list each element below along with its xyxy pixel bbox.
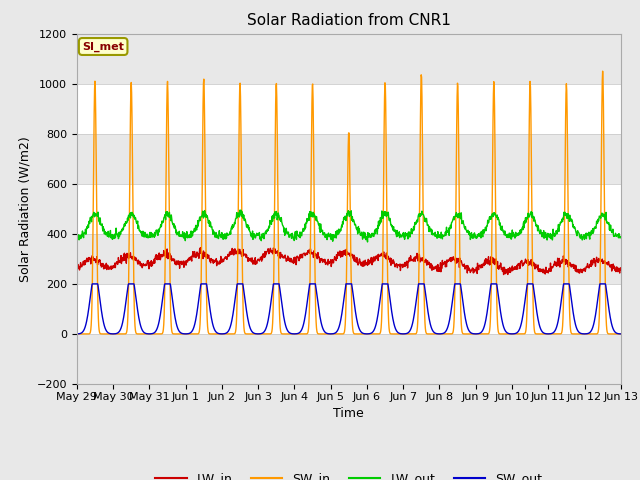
Bar [77,234,621,284]
LW_out [364,239,371,245]
Y-axis label: Solar Radiation (W/m2): Solar Radiation (W/m2) [18,136,31,282]
SW_in [433,331,441,337]
LW_out [180,230,188,236]
Line: SW_in: SW_in [77,71,621,334]
SW_out [255,331,263,337]
Line: LW_in: LW_in [77,248,621,275]
LW_out [73,234,81,240]
SW_in [599,68,607,74]
SW_out [88,281,96,287]
Bar [77,334,621,384]
SW_out [617,331,625,337]
LW_in [617,265,625,271]
SW_out [195,301,202,307]
LW_out [505,233,513,239]
LW_out [434,229,442,235]
LW_in [434,268,442,274]
LW_out [617,234,625,240]
LW_in [505,266,513,272]
Bar [77,84,621,134]
Line: LW_out: LW_out [77,210,621,242]
LW_out [194,218,202,224]
SW_in [73,331,81,337]
SW_in [180,331,188,337]
SW_in [255,331,262,337]
SW_in [194,331,202,337]
LW_out [255,230,263,236]
LW_in [196,245,204,251]
SW_out [505,331,513,336]
Bar [77,184,621,234]
LW_in [500,272,508,277]
Bar [77,284,621,334]
SW_out [73,331,81,337]
LW_out [237,207,244,213]
X-axis label: Time: Time [333,407,364,420]
Line: SW_out: SW_out [77,284,621,334]
Legend: LW_in, SW_in, LW_out, SW_out: LW_in, SW_in, LW_out, SW_out [150,467,547,480]
Text: SI_met: SI_met [82,41,124,52]
SW_in [617,331,625,337]
LW_in [180,260,188,266]
SW_in [552,331,560,337]
LW_in [553,262,561,268]
Bar [77,134,621,184]
SW_out [434,331,442,336]
Title: Solar Radiation from CNR1: Solar Radiation from CNR1 [247,13,451,28]
LW_in [255,257,263,263]
LW_in [194,251,202,257]
SW_out [181,331,189,337]
SW_in [504,331,512,337]
LW_out [553,231,561,237]
SW_out [553,324,561,330]
Bar [77,34,621,84]
LW_in [73,264,81,270]
